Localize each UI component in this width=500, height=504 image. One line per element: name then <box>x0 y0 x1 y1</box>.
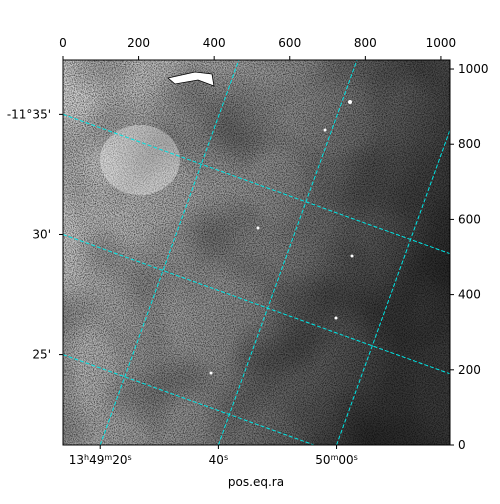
plot-frame <box>62 59 451 446</box>
dec-grid-line <box>63 113 450 255</box>
ra-grid-line <box>336 128 450 445</box>
ra-tick-label: 13h49m20s <box>69 453 132 468</box>
x-axis-label: pos.eq.ra <box>228 475 284 489</box>
top-tick-label: 1000 <box>426 36 457 50</box>
dec-tick-label: 25' <box>32 348 51 362</box>
top-tick-label: 800 <box>354 36 377 50</box>
coordinate-grid <box>63 60 450 445</box>
right-tick-label: 400 <box>458 288 481 302</box>
right-tick-label: 600 <box>458 212 481 226</box>
sky-image <box>63 60 450 445</box>
dec-grid-line <box>63 354 316 445</box>
ra-tick-label: 50m00s <box>315 453 358 468</box>
right-tick-label: 200 <box>458 363 481 377</box>
dec-grid-line <box>63 234 450 375</box>
top-tick-label: 0 <box>59 36 67 50</box>
dec-tick-label: 30' <box>32 227 51 241</box>
ra-grid-line <box>99 60 240 445</box>
top-tick-label: 200 <box>127 36 150 50</box>
right-tick-label: 0 <box>458 438 466 452</box>
top-tick-label: 400 <box>203 36 226 50</box>
right-tick-label: 1000 <box>458 62 489 76</box>
right-tick-label: 800 <box>458 137 481 151</box>
ra-grid-line <box>217 60 358 445</box>
ra-tick-label: 40s <box>209 453 228 468</box>
dec-tick-label: -11°35' <box>7 107 51 121</box>
top-tick-label: 600 <box>278 36 301 50</box>
